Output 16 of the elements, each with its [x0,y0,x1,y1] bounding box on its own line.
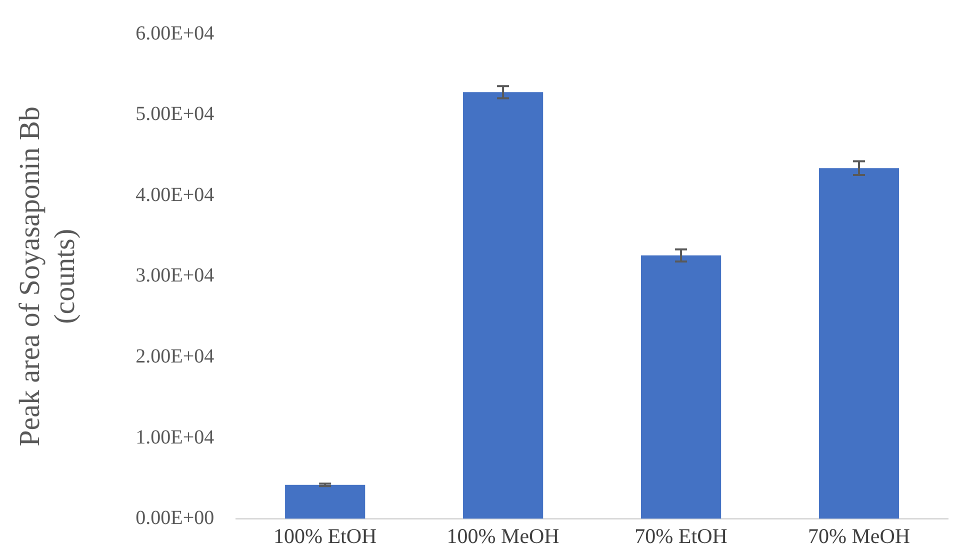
y-tick-label: 6.00E+04 [136,22,214,44]
x-tick-label: 100% EtOH [273,524,377,548]
y-tick-label: 4.00E+04 [136,184,214,206]
bar [285,484,366,519]
y-tick-label: 1.00E+04 [136,426,214,448]
y-tick-label: 5.00E+04 [136,103,214,126]
x-tick-label: 70% EtOH [634,524,728,548]
x-tick-label: 70% MeOH [808,524,910,548]
y-axis-title: Peak area of Soyasaponin Bb (counts) [14,106,81,446]
x-tick-label: 100% MeOH [446,524,560,548]
bar [818,168,900,519]
bar [463,92,544,519]
y-tick-label: 3.00E+04 [136,264,214,287]
y-tick-label: 0.00E+00 [136,507,214,530]
y-tick-label: 2.00E+04 [136,345,214,368]
bar [640,255,722,519]
